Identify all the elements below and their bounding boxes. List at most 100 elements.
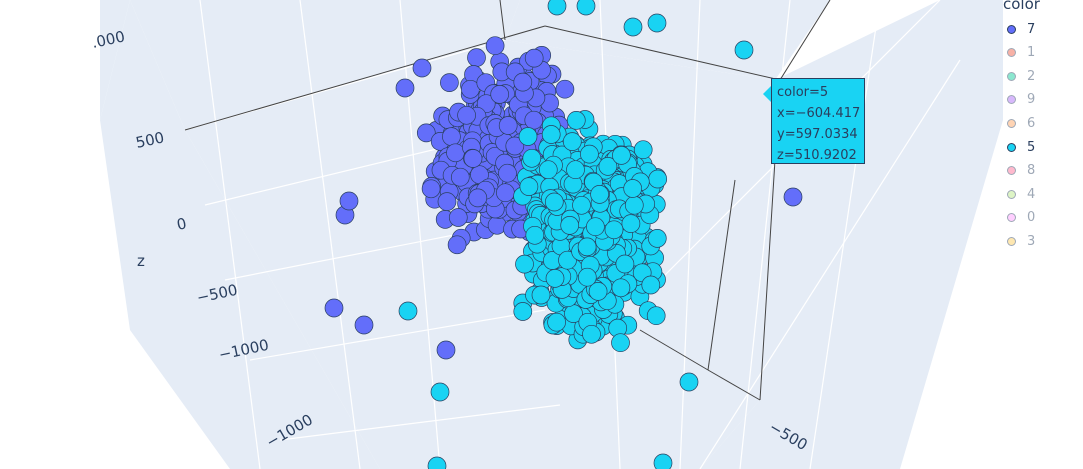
data-point[interactable] xyxy=(604,220,624,240)
legend-item-0[interactable]: 0 xyxy=(1007,208,1035,228)
data-point[interactable] xyxy=(577,267,597,287)
legend-item-6[interactable]: 6 xyxy=(1007,113,1035,133)
data-point[interactable] xyxy=(476,94,496,114)
data-point[interactable] xyxy=(541,125,561,144)
data-point[interactable] xyxy=(734,40,754,60)
data-point[interactable] xyxy=(577,237,597,257)
z-axis-title: z xyxy=(137,252,145,270)
data-point[interactable] xyxy=(421,179,441,199)
data-point[interactable] xyxy=(586,217,605,237)
legend-marker-icon xyxy=(1007,48,1016,58)
data-point[interactable] xyxy=(562,132,582,151)
data-point[interactable] xyxy=(611,333,630,353)
data-point[interactable] xyxy=(513,72,533,92)
data-point[interactable] xyxy=(447,235,467,255)
data-point[interactable] xyxy=(641,275,661,295)
data-point[interactable] xyxy=(498,163,517,183)
data-point[interactable] xyxy=(544,192,564,212)
data-point[interactable] xyxy=(560,216,580,235)
legend-item-1[interactable]: 1 xyxy=(1007,43,1035,63)
legend-item-7[interactable]: 7 xyxy=(1007,19,1035,39)
data-point[interactable] xyxy=(446,143,465,163)
data-point[interactable] xyxy=(572,195,591,215)
data-point[interactable] xyxy=(442,127,461,146)
data-point[interactable] xyxy=(623,17,643,37)
data-point[interactable] xyxy=(515,254,534,274)
data-point[interactable] xyxy=(547,0,567,16)
data-point[interactable] xyxy=(555,79,575,99)
data-point[interactable] xyxy=(412,58,432,78)
data-point[interactable] xyxy=(513,302,533,321)
data-point[interactable] xyxy=(467,48,486,67)
legend-marker-icon xyxy=(1007,95,1016,105)
hover-line: color=5 xyxy=(777,85,829,100)
data-point[interactable] xyxy=(436,340,456,360)
series-5-points[interactable] xyxy=(398,0,754,469)
data-point[interactable] xyxy=(437,192,457,211)
data-point[interactable] xyxy=(395,78,415,98)
data-point[interactable] xyxy=(646,306,666,326)
data-point[interactable] xyxy=(398,301,418,321)
data-point[interactable] xyxy=(590,185,609,204)
data-point[interactable] xyxy=(524,48,544,68)
data-point[interactable] xyxy=(354,315,374,335)
data-point[interactable] xyxy=(505,136,525,156)
data-point[interactable] xyxy=(547,312,566,332)
data-point[interactable] xyxy=(566,160,585,180)
data-point[interactable] xyxy=(468,188,488,208)
legend-item-5[interactable]: 5 xyxy=(1007,137,1035,157)
data-point[interactable] xyxy=(598,157,618,176)
data-point[interactable] xyxy=(519,177,539,196)
data-point[interactable] xyxy=(463,149,483,168)
data-point[interactable] xyxy=(566,111,586,130)
data-point[interactable] xyxy=(633,140,653,160)
data-point[interactable] xyxy=(324,298,344,318)
data-point[interactable] xyxy=(496,183,515,203)
data-point[interactable] xyxy=(679,372,699,392)
data-point[interactable] xyxy=(524,110,544,130)
data-point[interactable] xyxy=(490,85,510,104)
data-point[interactable] xyxy=(518,127,538,146)
data-point[interactable] xyxy=(525,225,545,245)
back-wall-left xyxy=(130,0,520,130)
data-point[interactable] xyxy=(648,169,668,189)
data-point[interactable] xyxy=(647,13,667,33)
data-point[interactable] xyxy=(416,123,436,143)
data-point[interactable] xyxy=(498,116,518,135)
data-point[interactable] xyxy=(450,167,470,187)
legend-item-9[interactable]: 9 xyxy=(1007,90,1035,110)
data-point[interactable] xyxy=(558,250,577,270)
data-point[interactable] xyxy=(440,73,459,92)
data-point[interactable] xyxy=(339,191,359,211)
data-point[interactable] xyxy=(612,146,631,165)
data-point[interactable] xyxy=(623,179,643,198)
data-point[interactable] xyxy=(485,36,505,56)
data-point[interactable] xyxy=(580,144,599,164)
data-point[interactable] xyxy=(576,0,596,16)
data-point[interactable] xyxy=(531,285,551,305)
hover-line: z=510.9202 xyxy=(777,148,857,163)
data-point[interactable] xyxy=(522,148,542,168)
legend-item-2[interactable]: 2 xyxy=(1007,66,1035,86)
data-point[interactable] xyxy=(588,282,608,301)
data-point[interactable] xyxy=(783,187,803,207)
data-point[interactable] xyxy=(427,456,447,469)
legend-item-4[interactable]: 4 xyxy=(1007,184,1035,204)
data-point[interactable] xyxy=(615,254,635,274)
data-point[interactable] xyxy=(653,453,673,469)
data-point[interactable] xyxy=(538,160,558,180)
data-point[interactable] xyxy=(647,229,667,248)
legend-label: 2 xyxy=(1027,68,1036,84)
legend-item-3[interactable]: 3 xyxy=(1007,231,1035,251)
data-point[interactable] xyxy=(430,382,450,402)
data-point[interactable] xyxy=(487,215,507,235)
data-point[interactable] xyxy=(611,278,631,298)
data-point[interactable] xyxy=(545,269,565,288)
data-point[interactable] xyxy=(624,195,644,215)
data-point[interactable] xyxy=(621,214,641,233)
data-point[interactable] xyxy=(457,105,476,125)
data-point[interactable] xyxy=(448,208,468,227)
legend-item-8[interactable]: 8 xyxy=(1007,161,1035,181)
data-point[interactable] xyxy=(582,324,601,344)
